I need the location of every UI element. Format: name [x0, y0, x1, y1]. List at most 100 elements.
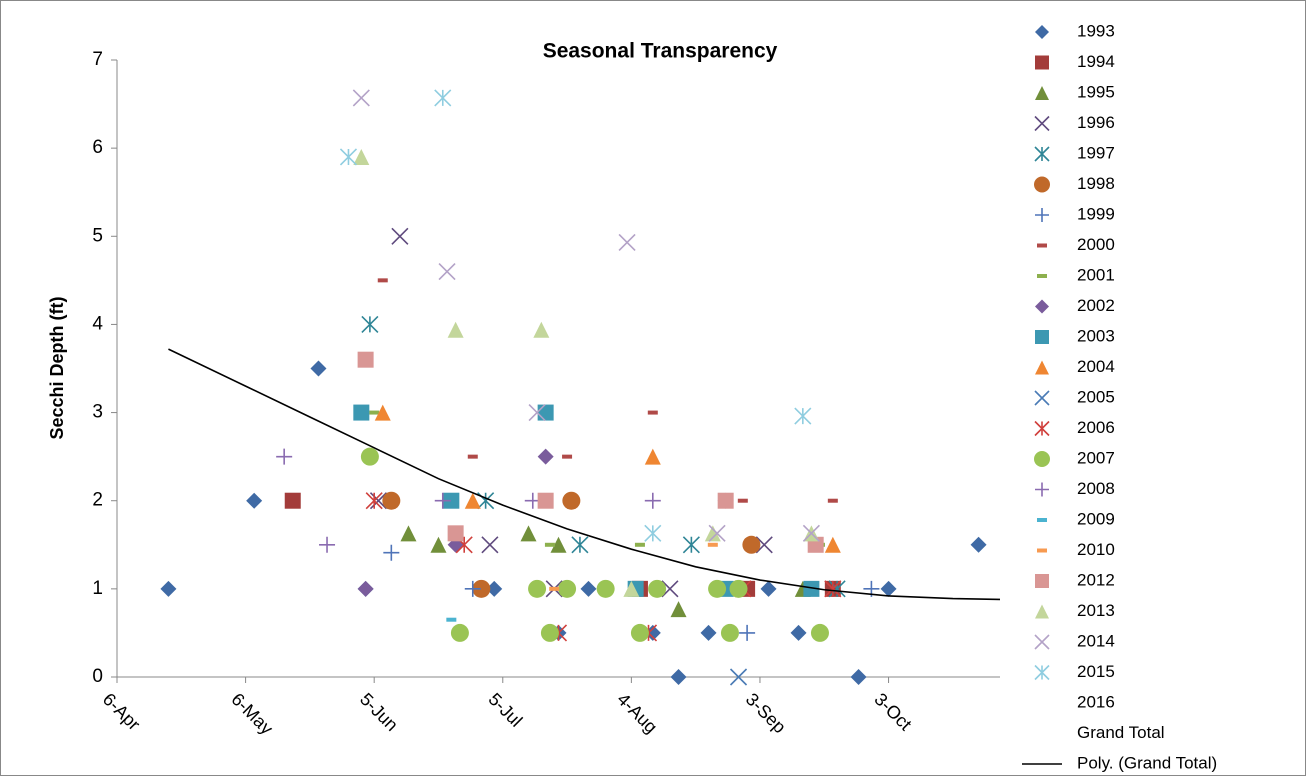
marker-dash — [707, 542, 718, 547]
legend-label: 2005 — [1077, 387, 1115, 406]
marker-dash — [737, 498, 748, 503]
marker-diamond — [700, 624, 717, 641]
marker-x — [391, 227, 409, 245]
marker-triangle — [520, 525, 537, 542]
marker-plus — [739, 624, 756, 641]
marker-square — [447, 525, 464, 542]
legend-marker — [1035, 208, 1049, 222]
marker-plus — [464, 580, 481, 597]
marker-triangle — [353, 148, 370, 165]
legend-label: 2013 — [1077, 601, 1115, 620]
y-tick-label: 2 — [92, 490, 103, 511]
legend-label: 2001 — [1077, 265, 1115, 284]
marker-x — [618, 233, 636, 252]
marker-triangle — [533, 321, 550, 338]
marker-diamond — [760, 580, 777, 597]
marker-x — [369, 492, 388, 510]
y-tick-label: 1 — [92, 578, 103, 599]
marker-x — [481, 536, 499, 554]
y-tick-label: 5 — [92, 225, 103, 246]
y-tick-label: 0 — [92, 666, 103, 687]
legend-marker — [1034, 390, 1050, 406]
y-tick-label: 3 — [92, 402, 103, 423]
legend-label: 2008 — [1077, 479, 1115, 498]
marker-dash — [827, 498, 838, 503]
legend-marker — [1035, 330, 1049, 344]
legend-marker — [1035, 482, 1049, 497]
legend-label: 2016 — [1077, 692, 1115, 711]
legend-label: 2002 — [1077, 296, 1115, 315]
marker-x — [708, 524, 726, 542]
legend-label: 2006 — [1077, 418, 1115, 437]
marker-x — [438, 262, 456, 281]
marker-circle — [360, 447, 379, 466]
marker-triangle — [464, 492, 481, 509]
marker-dash — [369, 410, 380, 415]
marker-triangle — [704, 525, 721, 542]
marker-triangle — [644, 448, 661, 465]
legend-label: 1995 — [1077, 82, 1115, 101]
marker-circle — [540, 623, 559, 642]
marker-asterisk — [361, 315, 379, 333]
y-axis-label: Secchi Depth (ft) — [47, 296, 67, 439]
legend-marker — [1034, 451, 1050, 467]
legend-label: Poly. (Grand Total) — [1077, 753, 1217, 772]
marker-asterisk — [571, 536, 589, 554]
marker-diamond — [537, 448, 554, 465]
marker-dash — [446, 617, 457, 622]
marker-asterisk — [644, 524, 662, 542]
legend-label: 1997 — [1077, 143, 1115, 162]
legend-marker — [1035, 55, 1049, 70]
marker-circle — [382, 491, 401, 510]
marker-triangle — [550, 536, 567, 553]
marker-triangle — [430, 536, 447, 553]
marker-diamond — [790, 624, 807, 641]
marker-plus — [644, 492, 661, 509]
marker-diamond — [580, 580, 597, 597]
legend-marker — [1034, 420, 1050, 437]
legend-marker — [1037, 274, 1047, 278]
marker-asterisk — [824, 580, 842, 598]
marker-asterisk — [682, 536, 700, 554]
marker-asterisk — [339, 148, 358, 166]
legend-label: 2012 — [1077, 570, 1115, 589]
marker-asterisk — [794, 407, 812, 425]
legend-marker — [1037, 518, 1047, 522]
marker-plus — [276, 448, 293, 465]
marker-x — [802, 524, 820, 542]
marker-dash — [634, 542, 645, 547]
marker-asterisk — [365, 492, 383, 510]
legend-label: Grand Total — [1077, 723, 1165, 742]
legend-label: 1998 — [1077, 174, 1115, 193]
marker-circle — [562, 491, 581, 510]
legend-label: 2003 — [1077, 326, 1115, 345]
marker-dash — [647, 410, 658, 415]
marker-circle — [648, 579, 667, 598]
marker-triangle — [824, 536, 841, 553]
marker-diamond — [486, 580, 503, 597]
legend-marker — [1035, 360, 1049, 375]
legend-label: 2004 — [1077, 357, 1115, 376]
marker-diamond — [310, 360, 327, 377]
legend-label: 2014 — [1077, 631, 1115, 650]
marker-square — [717, 492, 734, 509]
legend-marker — [1037, 548, 1047, 553]
marker-dash — [377, 278, 388, 283]
marker-diamond — [246, 492, 263, 509]
legend-label: 1999 — [1077, 204, 1115, 223]
marker-circle — [729, 579, 748, 598]
marker-square — [353, 404, 370, 421]
legend-label: 1994 — [1077, 52, 1115, 71]
marker-plus — [319, 536, 336, 553]
legend-marker — [1034, 176, 1050, 193]
marker-circle — [558, 579, 577, 598]
legend-marker — [1035, 25, 1049, 39]
marker-triangle — [447, 321, 464, 338]
legend-marker — [1034, 664, 1050, 681]
marker-square — [284, 492, 301, 509]
marker-circle — [450, 623, 469, 642]
marker-diamond — [850, 669, 867, 685]
marker-circle — [528, 579, 547, 598]
